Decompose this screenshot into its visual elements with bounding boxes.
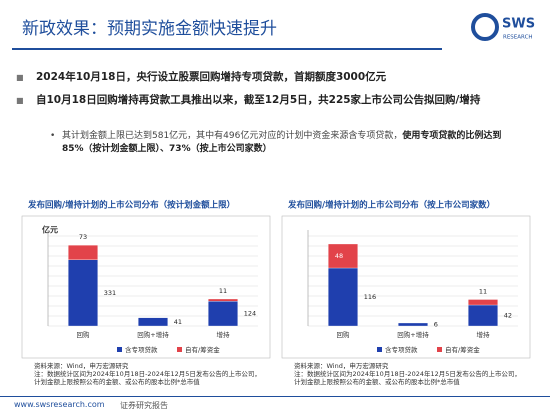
logo-mark (471, 13, 499, 41)
data-label: 42 (504, 312, 512, 320)
data-label: 48 (335, 252, 343, 260)
source: 资料来源：Wind，申万宏源研究 (34, 362, 129, 370)
chart-frame (21, 215, 271, 359)
legend-swatch (377, 347, 382, 352)
legend-swatch (437, 347, 442, 352)
legend-label: 含专项贷款 (385, 345, 418, 354)
data-label: 116 (364, 293, 376, 301)
chart-title: 发布回购/增持计划的上市公司分布（按计划金额上限） (27, 200, 235, 211)
data-label: 11 (219, 287, 227, 295)
x-tick-label: 回购 (337, 330, 351, 339)
bullet-text: 2024年10月18日，央行设立股票回购增持专项贷款，首期额度3000亿元 (36, 71, 387, 83)
data-label: 331 (104, 289, 116, 297)
bullet: 自10月18日回购增持再贷款工具推出以来，截至12月5日，共225家上市公司公告… (16, 93, 516, 108)
sub-text-bold: 使用专项贷款的比例达到85%（按计划金额上限）、73%（按上市公司家数） (62, 131, 502, 154)
bar-segment (208, 298, 238, 302)
footer-label: 证券研究报告 (120, 401, 168, 410)
x-tick-label: 回购+增持 (137, 330, 169, 339)
x-tick-label: 增持 (477, 330, 491, 339)
note: 注：数据统计区间为2024年10月18日-2024年12月5日发布公告的上市公司… (34, 370, 261, 386)
data-label: 11 (479, 288, 487, 296)
bar-segment (328, 267, 358, 327)
bar-segment (468, 304, 498, 327)
x-tick-label: 回购 (77, 330, 91, 339)
chart-frame (281, 215, 531, 359)
data-label: 41 (174, 318, 182, 326)
chart-title: 发布回购/增持计划的上市公司分布（按上市公司家数） (287, 200, 495, 211)
title-rule (12, 48, 442, 50)
data-label: 73 (79, 233, 87, 241)
x-tick-label: 增持 (217, 330, 231, 339)
legend-label: 自有/筹资金 (185, 345, 220, 354)
logo-text: SWS (502, 17, 535, 32)
bar-segment (208, 301, 238, 327)
y-unit: 亿元 (42, 225, 58, 235)
sub-text: 其计划金额上限已达到581亿元，其中有496亿元对应的计划中资金来源含专项贷款， (62, 131, 403, 141)
legend-swatch (177, 347, 182, 352)
data-label: 124 (244, 310, 256, 318)
bar-segment (138, 317, 168, 327)
logo: SWS RESEARCH (471, 13, 535, 41)
legend-label: 含专项贷款 (125, 345, 158, 354)
bar-segment (398, 322, 428, 327)
legend-label: 自有/筹资金 (445, 345, 480, 354)
footer-url: www.swsresearch.com (14, 400, 105, 409)
bar-segment (468, 299, 498, 306)
source: 资料来源：Wind，申万宏源研究 (294, 362, 389, 370)
sub-bullet: 其计划金额上限已达到581亿元，其中有496亿元对应的计划中资金来源含专项贷款，… (50, 130, 512, 156)
x-tick-label: 回购+增持 (397, 330, 429, 339)
note-block: 资料来源：Wind，申万宏源研究 注：数据统计区间为2024年10月18日-202… (294, 362, 524, 386)
legend-swatch (117, 347, 122, 352)
bar-segment (328, 243, 358, 269)
logo-sub: RESEARCH (503, 35, 533, 41)
data-label: 6 (434, 321, 438, 329)
bar-segment (68, 245, 98, 260)
note: 注：数据统计区间为2024年10月18日-2024年12月5日发布公告的上市公司… (294, 370, 521, 386)
bar-segment (68, 259, 98, 327)
slide-title: 新政效果：预期实施金额快速提升 (22, 19, 277, 39)
bullet-text: 自10月18日回购增持再贷款工具推出以来，截至12月5日，共225家上市公司公告… (36, 94, 481, 106)
footer: www.swsresearch.com 证券研究报告 (0, 396, 550, 413)
note-block: 资料来源：Wind，申万宏源研究 注：数据统计区间为2024年10月18日-202… (34, 362, 264, 386)
bullet: 2024年10月18日，央行设立股票回购增持专项贷款，首期额度3000亿元 (16, 70, 516, 85)
